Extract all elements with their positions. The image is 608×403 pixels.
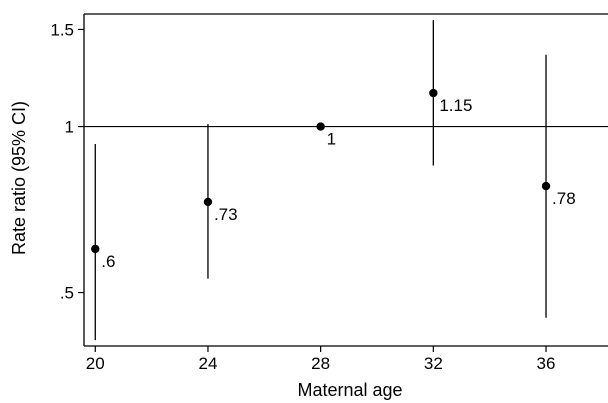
y-tick-label: .5 [60,284,74,303]
y-tick-label: 1 [65,118,74,137]
data-label: .78 [552,189,576,208]
y-tick-label: 1.5 [50,20,74,39]
point-layer [91,88,551,254]
data-point [203,197,213,207]
x-tick-label: 20 [86,354,105,373]
data-point [541,181,551,191]
x-axis-title: Maternal age [297,380,402,400]
data-label: 1.15 [439,96,472,115]
y-axis-ticks: .5 1 1.5 [50,20,84,303]
data-label: .6 [101,252,115,271]
x-tick-label: 28 [311,354,330,373]
x-tick-label: 32 [424,354,443,373]
data-point [91,244,100,254]
y-axis-title: Rate ratio (95% CI) [9,101,29,255]
data-label-layer: .6 .73 1 1.15 .78 [101,96,575,271]
x-axis-ticks: 20 24 28 32 36 [86,346,556,373]
confidence-interval-layer [94,20,547,341]
plot-frame [83,13,608,347]
x-tick-label: 36 [537,354,556,373]
data-point [429,88,438,98]
data-point [316,122,325,131]
data-label: 1 [327,130,336,149]
data-label: .73 [214,205,238,224]
x-tick-label: 24 [198,354,217,373]
